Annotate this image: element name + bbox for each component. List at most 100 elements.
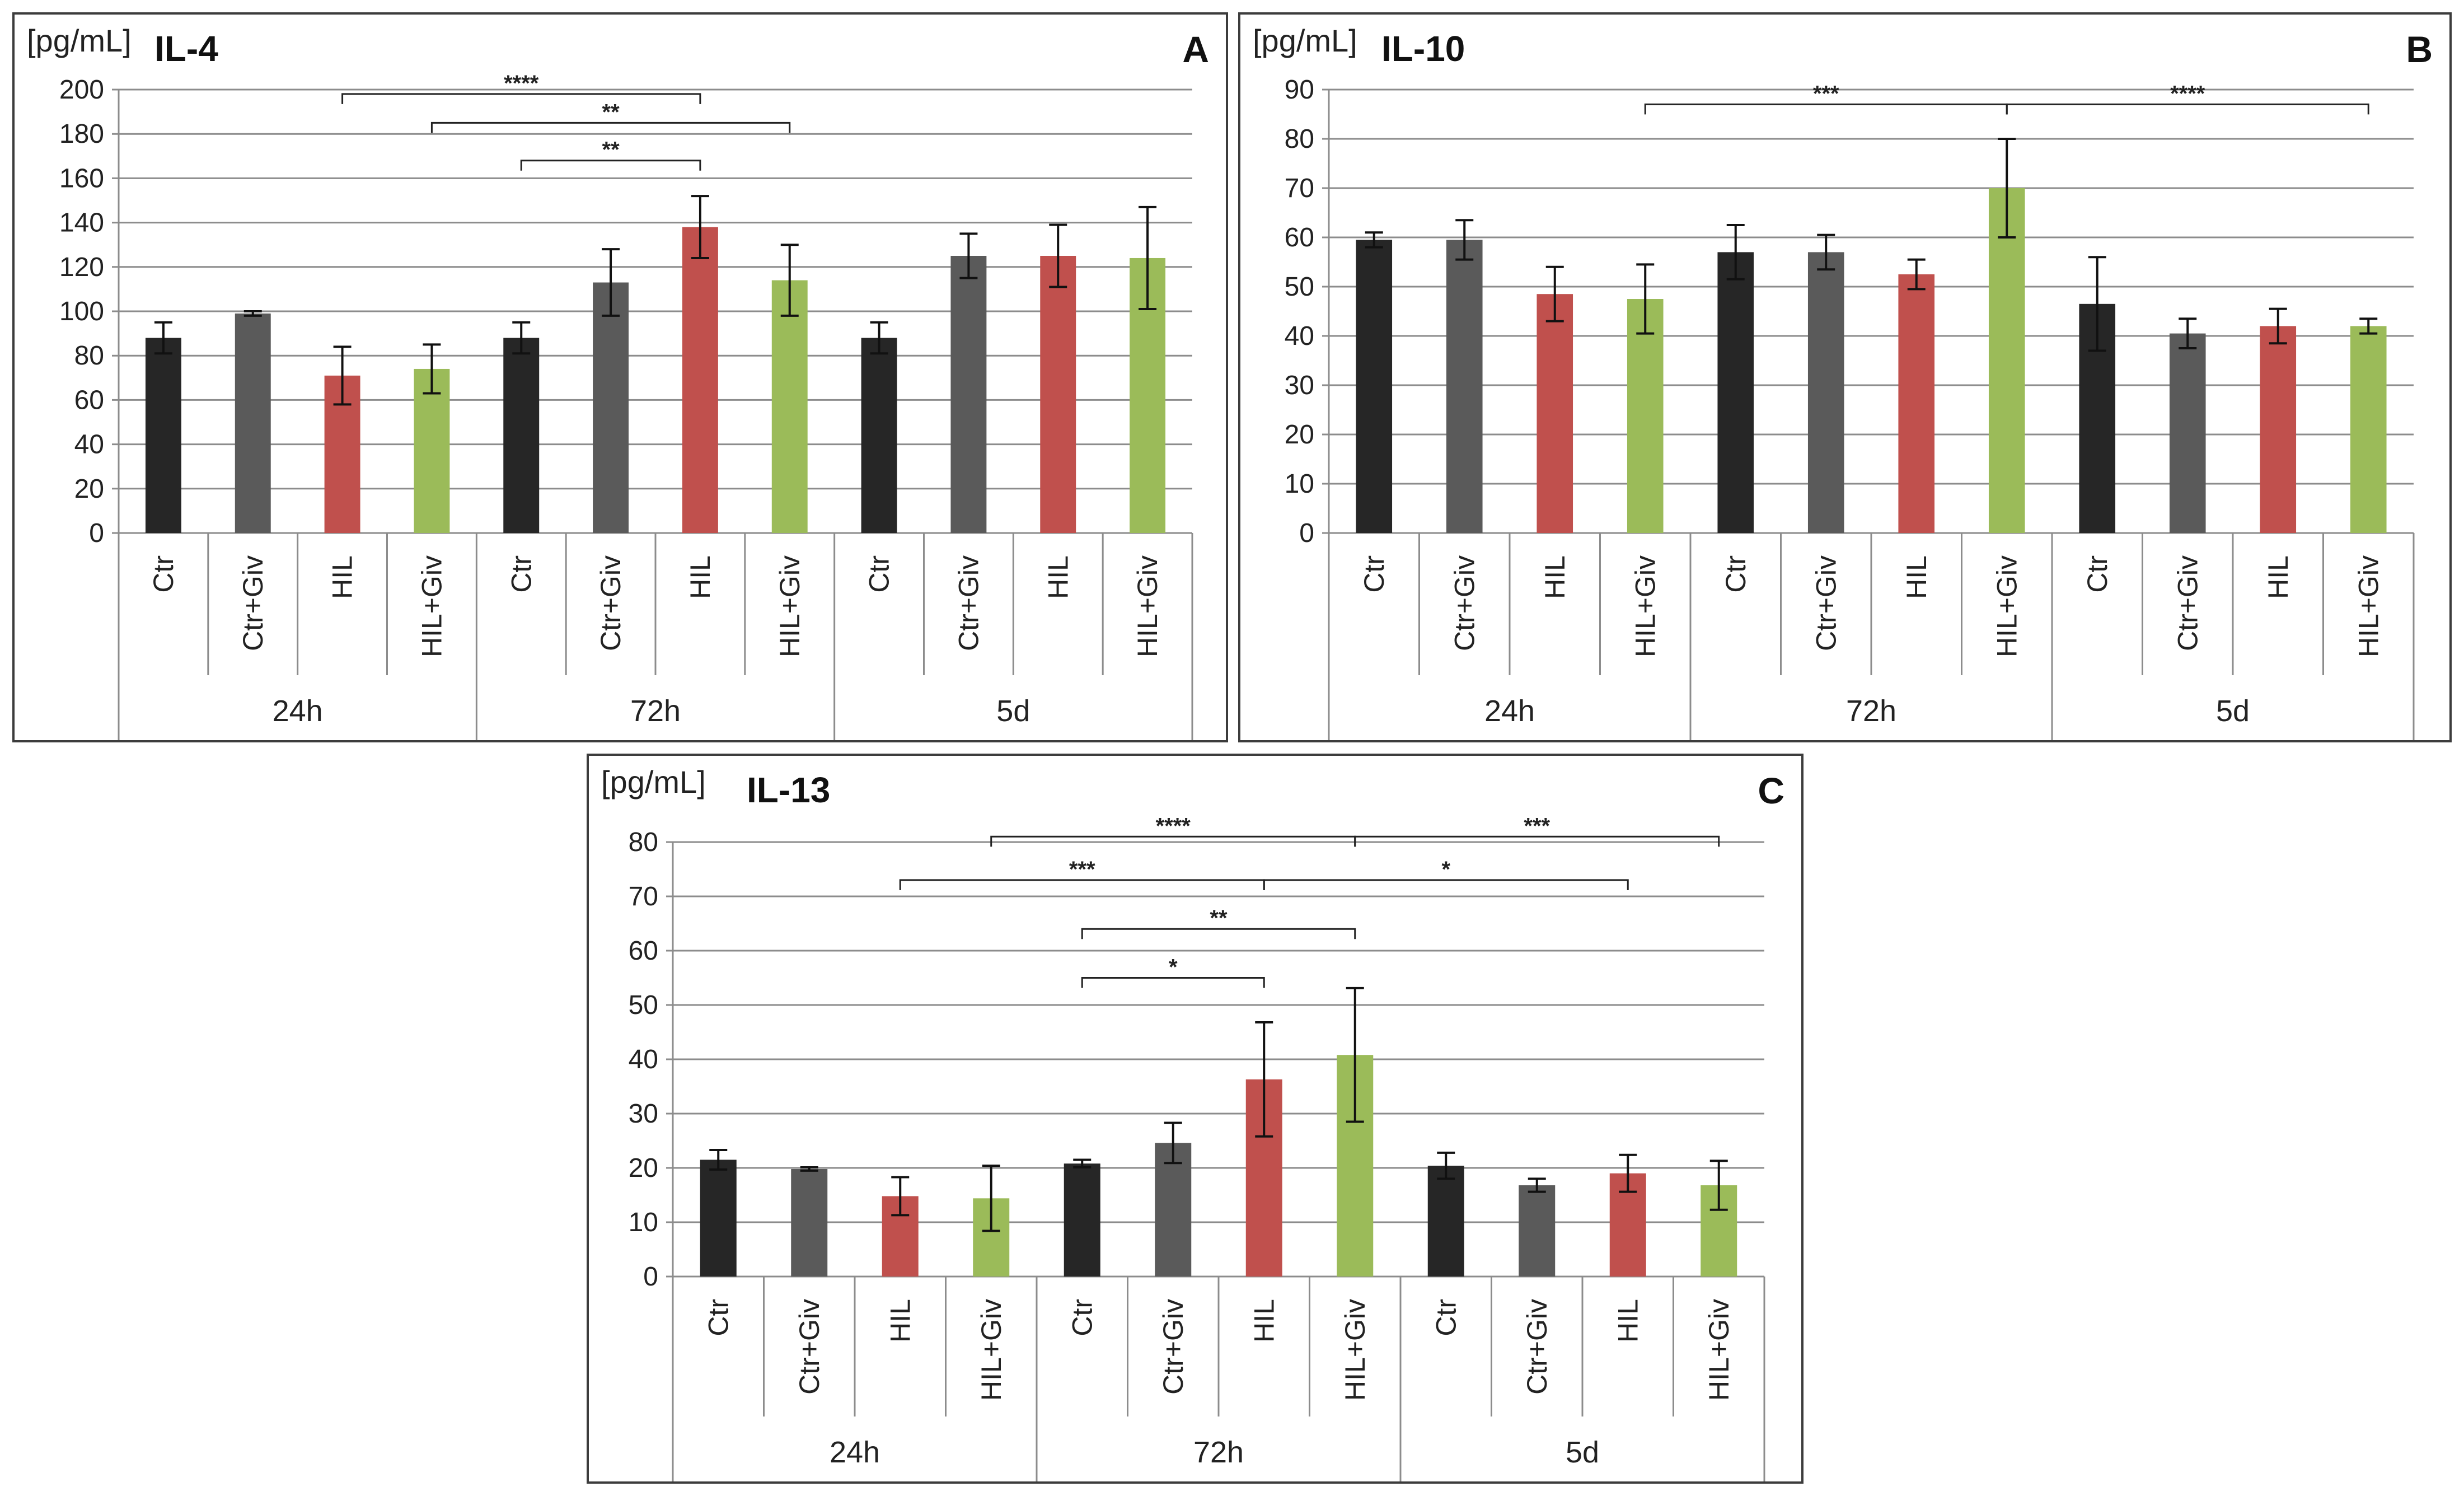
y-unit-label: [pg/mL] (27, 23, 132, 58)
category-label: HIL+Giv (1339, 1299, 1371, 1401)
category-label: HIL (1539, 555, 1571, 599)
bar (861, 338, 897, 533)
y-tick-label: 200 (59, 75, 104, 105)
category-label: HIL (884, 1299, 916, 1343)
significance-bracket (2006, 103, 2369, 115)
group-label: 72h (1846, 694, 1896, 728)
y-tick-label: 40 (629, 1045, 658, 1074)
group-label: 72h (630, 694, 681, 728)
y-tick-label: 90 (1285, 75, 1314, 105)
bar (1627, 299, 1664, 533)
category-label: HIL+Giv (416, 555, 447, 657)
chart-title: IL-4 (154, 29, 218, 69)
bar (1519, 1185, 1556, 1277)
y-tick-label: 50 (629, 990, 658, 1020)
y-tick-label: 40 (1285, 321, 1314, 351)
bar (1717, 252, 1754, 533)
significance-label: * (1169, 955, 1178, 980)
group-label: 72h (1193, 1436, 1244, 1469)
significance-label: **** (2170, 81, 2205, 106)
y-unit-label: [pg/mL] (1253, 23, 1357, 58)
category-label: Ctr+Giv (1810, 555, 1842, 651)
group-label: 5d (996, 694, 1030, 728)
group-label: 24h (273, 694, 323, 728)
category-label: HIL+Giv (1703, 1299, 1735, 1401)
significance-label: ** (602, 138, 620, 162)
category-label: Ctr+Giv (794, 1299, 825, 1395)
panel-a-il4-chart: 0 20 40 60 80 100 120 140 160 180 200 Ctr Ctr+Giv HIL… (12, 12, 1228, 742)
y-tick-label: 80 (1285, 124, 1314, 154)
bar (1537, 294, 1573, 533)
category-label: HIL+Giv (1629, 555, 1661, 657)
bar (1898, 274, 1935, 533)
y-tick-label: 0 (89, 518, 104, 548)
panel-b-il10-chart: 0 10 20 30 40 50 60 70 80 90 Ctr Ctr+Giv HIL HIL+Giv C… (1238, 12, 2452, 742)
group-label: 5d (2216, 694, 2250, 728)
y-tick-label: 180 (59, 119, 104, 149)
y-tick-label: 10 (1285, 469, 1314, 499)
category-label: HIL+Giv (774, 555, 805, 657)
category-label: Ctr+Giv (1158, 1299, 1189, 1395)
category-label: Ctr (1359, 555, 1390, 593)
significance-bracket (341, 93, 701, 104)
significance-bracket (1081, 928, 1356, 939)
bar (235, 313, 271, 533)
category-label: HIL (1612, 1299, 1643, 1343)
significance-label: *** (1524, 814, 1550, 838)
category-label: Ctr (505, 555, 537, 593)
category-label: HIL+Giv (976, 1299, 1007, 1401)
bar (414, 368, 450, 533)
panel-letter: A (1182, 29, 1209, 70)
bar (700, 1160, 737, 1277)
category-label: HIL+Giv (1132, 555, 1163, 657)
category-label: Ctr (1066, 1299, 1098, 1336)
category-label: Ctr+Giv (595, 555, 626, 651)
significance-label: **** (504, 71, 539, 96)
bar (145, 338, 181, 533)
category-label: HIL (1901, 555, 1932, 599)
y-tick-label: 80 (629, 828, 658, 857)
category-label: Ctr+Giv (953, 555, 984, 651)
significance-label: * (1441, 857, 1450, 882)
y-tick-label: 50 (1285, 272, 1314, 302)
significance-label: ** (602, 100, 620, 124)
category-label: Ctr (1430, 1299, 1461, 1336)
bar (1807, 252, 1844, 533)
y-unit-label: [pg/mL] (601, 764, 706, 800)
y-tick-label: 140 (59, 208, 104, 238)
category-label: Ctr (148, 555, 179, 593)
category-label: HIL (685, 555, 716, 599)
panel-c-il13-chart: 0 10 20 30 40 50 60 70 80 Ctr Ctr+Giv HIL HIL+Giv Ctr… (587, 754, 1804, 1484)
y-tick-label: 60 (1285, 223, 1314, 253)
chart-svg-il10: 0 10 20 30 40 50 60 70 80 90 Ctr Ctr+Giv HIL HIL+Giv C… (1285, 75, 2415, 740)
significance-bracket (1354, 835, 1720, 847)
bar (2260, 326, 2297, 533)
bar (593, 282, 629, 533)
bar (682, 227, 718, 533)
bar (503, 338, 540, 533)
y-tick-label: 30 (1285, 371, 1314, 400)
category-label: HIL (2262, 555, 2294, 599)
significance-label: *** (1069, 857, 1095, 882)
group-label: 5d (1566, 1436, 1599, 1469)
bar (1427, 1166, 1464, 1277)
bar (1040, 256, 1076, 533)
y-tick-label: 0 (643, 1262, 658, 1292)
significance-bracket (1081, 977, 1265, 988)
y-tick-label: 10 (629, 1208, 658, 1237)
group-label: 24h (830, 1436, 880, 1469)
y-tick-label: 20 (74, 474, 104, 504)
category-label: Ctr (2082, 555, 2113, 593)
bar (1064, 1163, 1100, 1277)
bar (950, 256, 987, 533)
category-label: Ctr+Giv (1449, 555, 1480, 651)
significance-bracket (1263, 879, 1629, 890)
category-label: HIL (1042, 555, 1074, 599)
bar (1446, 240, 1483, 533)
significance-bracket (520, 160, 701, 171)
category-label: Ctr+Giv (1521, 1299, 1553, 1395)
significance-label: *** (1813, 81, 1839, 106)
y-tick-label: 70 (1285, 174, 1314, 203)
significance-label: **** (1156, 814, 1191, 838)
chart-title: IL-13 (747, 770, 831, 810)
